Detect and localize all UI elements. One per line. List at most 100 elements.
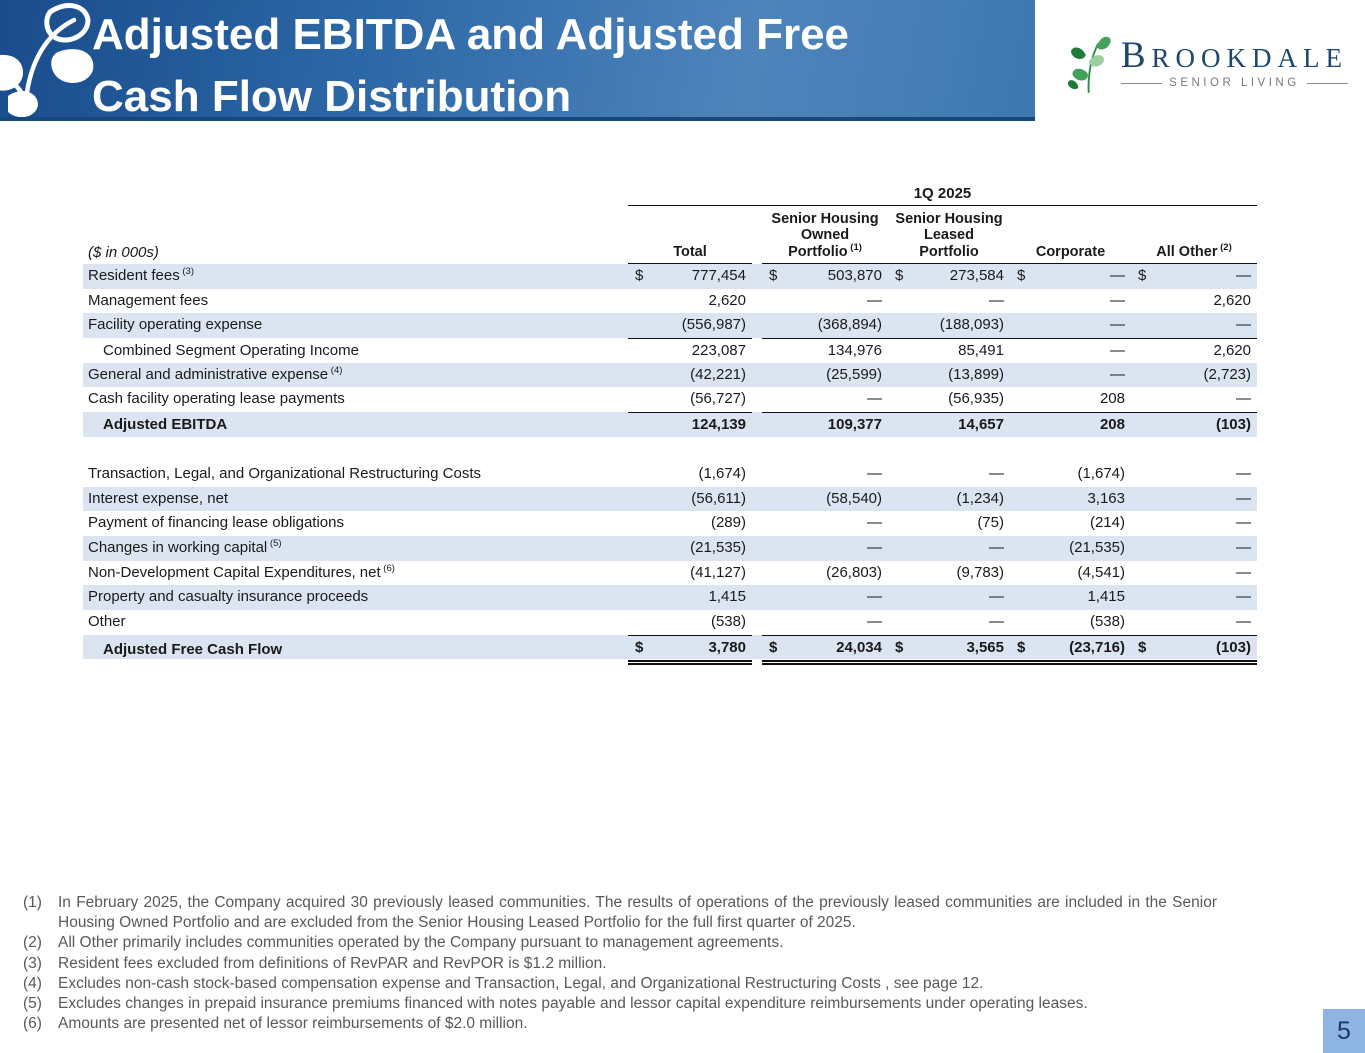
value-cell: —	[1131, 511, 1257, 536]
column-header-text: Corporate	[1035, 243, 1106, 260]
value-cell: (56,935)	[888, 387, 1010, 412]
footnote-ref: (5)	[267, 537, 282, 549]
table-row: Changes in working capital (5) (21,535) — —…	[83, 535, 1257, 561]
cell-value: (538)	[710, 612, 746, 630]
cell-value: (368,894)	[817, 316, 882, 334]
column-header-text: All Other	[1156, 243, 1218, 260]
value-cell: —	[888, 610, 1010, 635]
value-cell: 208	[1010, 412, 1131, 438]
value-cell: —	[1131, 462, 1257, 487]
cell-value: 777,454	[691, 267, 746, 284]
currency-sign: $	[635, 638, 644, 656]
cell-value: 208	[1099, 390, 1125, 408]
cell-value: (103)	[1215, 638, 1251, 656]
cell-value: 503,870	[827, 267, 882, 284]
value-cell: $ —	[1131, 264, 1257, 289]
value-cell: $ (23,716)	[1010, 634, 1131, 666]
currency-sign: $	[1017, 638, 1026, 656]
value-cell: —	[762, 289, 888, 314]
cell-value: —	[1236, 267, 1251, 284]
value-cell: (368,894)	[762, 313, 888, 338]
cell-value: —	[1236, 464, 1251, 482]
value-cell: —	[762, 536, 888, 561]
cell-value: 124,139	[691, 416, 746, 434]
cell-value: (26,803)	[826, 563, 882, 581]
table-body: Resident fees (3) $777,454 $503,870 $273,58…	[83, 264, 1257, 666]
cell-value: —	[1110, 365, 1125, 383]
value-cell: (1,674)	[628, 462, 752, 487]
footnote-number: (1)	[23, 894, 42, 911]
cell-value: 85,491	[958, 342, 1004, 360]
value-cell: $24,034	[762, 634, 888, 666]
cell-value: —	[1236, 538, 1251, 556]
value-cell: 1,415	[628, 585, 752, 610]
tagline-rule-right	[1306, 82, 1348, 84]
footnote-text: Excludes non-cash stock-based compensati…	[58, 974, 984, 992]
cell-value: 14,657	[958, 416, 1004, 434]
brand-tagline: SENIOR LIVING	[1120, 77, 1348, 89]
value-cell: (188,093)	[888, 313, 1010, 338]
table-row: Transaction, Legal, and Organizational R…	[83, 462, 1257, 487]
cell-value: (23,716)	[1069, 638, 1125, 656]
cell-value: —	[989, 612, 1004, 630]
currency-sign: $	[1138, 267, 1147, 284]
value-cell: —	[888, 536, 1010, 561]
cell-value: —	[867, 390, 882, 408]
value-cell: $777,454	[628, 264, 752, 289]
value-cell: (4,541)	[1010, 561, 1131, 586]
cell-value: —	[989, 588, 1004, 606]
value-cell: 3,163	[1010, 487, 1131, 512]
value-cell: —	[1010, 313, 1131, 338]
table-row: Adjusted EBITDA 124,139 109,377 14,657 208 (1…	[83, 412, 1257, 437]
brookdale-leaves-icon	[1068, 36, 1111, 93]
units-label: ($ in 000s)	[88, 244, 159, 261]
cell-value: 24,034	[836, 638, 882, 656]
value-cell: (21,535)	[1010, 536, 1131, 561]
value-cell: 124,139	[628, 412, 752, 438]
cell-value: —	[989, 464, 1004, 482]
footnote: (1) In February 2025, the Company acquire…	[23, 893, 1217, 933]
currency-sign: $	[895, 638, 904, 656]
value-cell: (25,599)	[762, 363, 888, 388]
value-cell: $ (103)	[1131, 634, 1257, 666]
footnotes: (1) In February 2025, the Company acquire…	[23, 893, 1217, 1034]
tagline-rule-left	[1120, 82, 1163, 84]
value-cell: (75)	[888, 511, 1010, 536]
footnote: (2) All Other primarily includes communit…	[23, 933, 1217, 953]
value-cell: (1,234)	[888, 487, 1010, 512]
value-cell: 14,657	[888, 412, 1010, 438]
value-cell: (556,987)	[628, 313, 752, 338]
column-header-text: Portfolio	[919, 243, 979, 260]
row-label: Non-Development Capital Expenditures, ne…	[88, 562, 395, 581]
row-label: Payment of financing lease obligations	[88, 514, 344, 532]
cell-value: (1,674)	[1077, 464, 1125, 482]
column-header-text: Total	[673, 243, 707, 260]
cell-value: 1,415	[708, 588, 746, 606]
footnote-text: Resident fees excluded from definitions …	[58, 954, 607, 972]
footnote-number: (4)	[23, 974, 42, 992]
table-row: Property and casualty insurance proceeds…	[83, 585, 1257, 610]
cell-value: (103)	[1215, 416, 1251, 434]
row-label: Other	[88, 612, 126, 630]
page-number: 5	[1323, 1009, 1365, 1053]
footnote-number: (6)	[23, 1015, 42, 1033]
title-line-1: Adjusted EBITDA and Adjusted Free	[92, 10, 850, 59]
column-header: Corporate	[1010, 243, 1131, 264]
footnote-ref: (1)	[847, 241, 862, 253]
value-cell: $503,870	[762, 264, 888, 289]
value-cell: —	[1131, 536, 1257, 561]
value-cell: —	[1131, 487, 1257, 512]
row-label: Adjusted EBITDA	[103, 415, 228, 433]
cell-value: —	[1236, 489, 1251, 507]
footnote: (5) Excludes changes in prepaid insurance…	[23, 994, 1217, 1014]
column-header-text: Senior Housing	[771, 210, 879, 227]
cell-value: —	[1236, 563, 1251, 581]
cell-value: (1,674)	[698, 464, 746, 482]
value-cell: —	[888, 585, 1010, 610]
row-label: General and administrative expense (4)	[88, 364, 343, 383]
currency-sign: $	[895, 267, 904, 284]
value-cell: —	[888, 462, 1010, 487]
cell-value: (56,727)	[690, 390, 746, 408]
column-header: All Other (2)	[1131, 242, 1257, 264]
